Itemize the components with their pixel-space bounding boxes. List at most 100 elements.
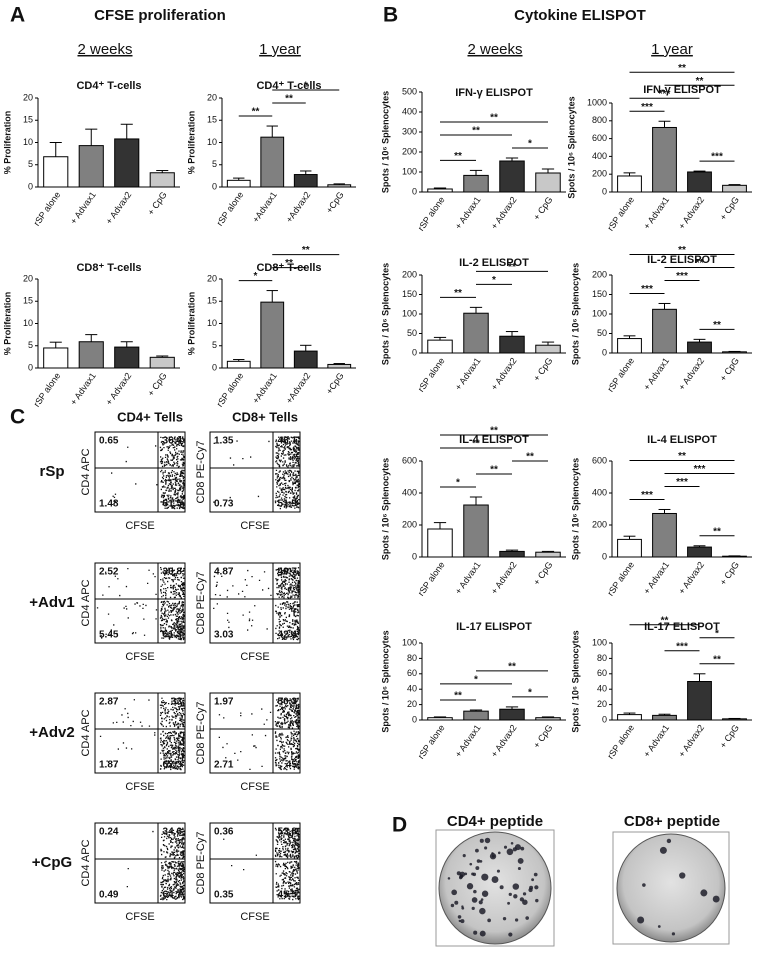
elispot-spot [513,894,518,899]
significance-label: ** [490,426,498,437]
significance-label: ** [678,451,686,462]
flow-x-label: CFSE [240,651,269,663]
y-axis-title: Spots / 10⁶ Splenocytes [380,458,390,560]
elispot-spot [512,883,520,890]
x-tick-label: +Advax2 [284,190,312,225]
elispot-spot [462,854,466,858]
y-tick-label: 20 [23,92,33,102]
y-tick-label: 500 [402,86,417,96]
x-tick-label: + Advax2 [677,723,707,759]
elispot-well [438,831,552,945]
quadrant-value: 0.49 [99,890,119,901]
bar [499,160,525,193]
flow-events [213,567,300,641]
x-tick-label: + CpG [146,190,169,217]
y-tick-label: 15 [23,115,33,125]
y-tick-label: 40 [597,684,607,694]
y-tick-label: 600 [592,455,607,465]
bar [463,174,489,193]
bar [722,351,747,354]
period-label: 2 weeks [467,41,522,58]
quadrant-value: 45.5 [278,890,298,901]
x-tick-label: rSP alone [416,195,447,233]
y-tick-label: 20 [597,699,607,709]
panel-label: B [383,4,398,27]
y-tick-label: 150 [402,289,417,299]
y-tick-label: 20 [23,273,33,283]
significance-label: ** [454,691,462,702]
x-tick-label: + Advax1 [642,560,672,596]
y-tick-label: 300 [402,126,417,136]
y-tick-label: 200 [402,146,417,156]
elispot-spot [671,932,676,936]
x-tick-label: + Advax2 [489,356,519,392]
elispot-spot [479,860,483,863]
quadrant-value: 51.9 [278,499,298,510]
y-tick-label: 200 [592,169,607,179]
significance-label: ** [696,76,704,87]
y-tick-label: 0 [412,347,417,357]
y-tick-label: 0 [602,551,607,561]
elispot-spot [525,916,529,920]
y-tick-label: 20 [207,92,217,102]
elispot-spot [480,898,484,901]
x-tick-label: rSP alone [416,723,447,761]
y-axis-title: % Proliferation [2,292,12,356]
y-axis-title: Spots / 10⁶ Splenocytes [570,263,580,365]
bar [499,335,525,354]
bar [722,184,747,193]
quadrant-value: 5.45 [99,630,119,641]
period-label: 1 year [651,41,693,58]
flow-column-header: CD8+ Tells [232,409,298,424]
elispot-spot [510,842,514,845]
quadrant-value: 36.4 [163,436,183,447]
quadrant-value: 50.3 [278,697,298,708]
elispot-spot [534,885,539,890]
significance-label: ** [696,258,704,269]
chart-title: CD8⁺ T-cells [76,262,141,274]
flow-column-header: CD4+ Tells [117,409,183,424]
elispot-spot [499,885,504,890]
elispot-spot [659,846,667,854]
bar [535,344,561,354]
y-tick-label: 1000 [587,97,607,107]
y-tick-label: 100 [402,637,417,647]
elispot-spot [484,846,488,850]
elispot-spot [529,885,534,890]
bar [687,546,712,558]
bar [535,551,561,558]
elispot-spot [478,900,483,905]
bar [260,136,285,188]
x-tick-label: rSP alone [605,723,636,761]
chart-title: IL-2 ELISPOT [459,257,529,269]
elispot-spot [502,916,507,921]
elispot-spot [506,848,514,856]
y-tick-label: 100 [592,637,607,647]
y-tick-label: 5 [28,159,33,169]
elispot-spot [457,915,462,919]
y-tick-label: 400 [402,487,417,497]
bar [652,714,677,721]
elispot-spot [473,889,477,894]
bar [463,504,489,558]
bar [687,341,712,354]
bar [149,172,175,188]
significance-label: ** [490,113,498,124]
bar [463,312,489,354]
elispot-spot [481,873,489,881]
elispot-well [616,833,726,943]
flow-events [223,827,300,901]
bar [463,710,489,721]
significance-label: ** [302,245,310,256]
bar [722,718,747,721]
significance-label: ** [713,526,721,537]
x-tick-label: + Advax2 [677,560,707,596]
significance-label: ** [678,63,686,74]
elispot-spot [473,930,478,935]
bar [722,555,747,558]
quadrant-value: 53.8 [278,827,298,838]
significance-label: *** [676,641,688,652]
significance-label: ** [285,258,293,269]
well-frame [435,829,555,947]
y-tick-label: 50 [597,328,607,338]
